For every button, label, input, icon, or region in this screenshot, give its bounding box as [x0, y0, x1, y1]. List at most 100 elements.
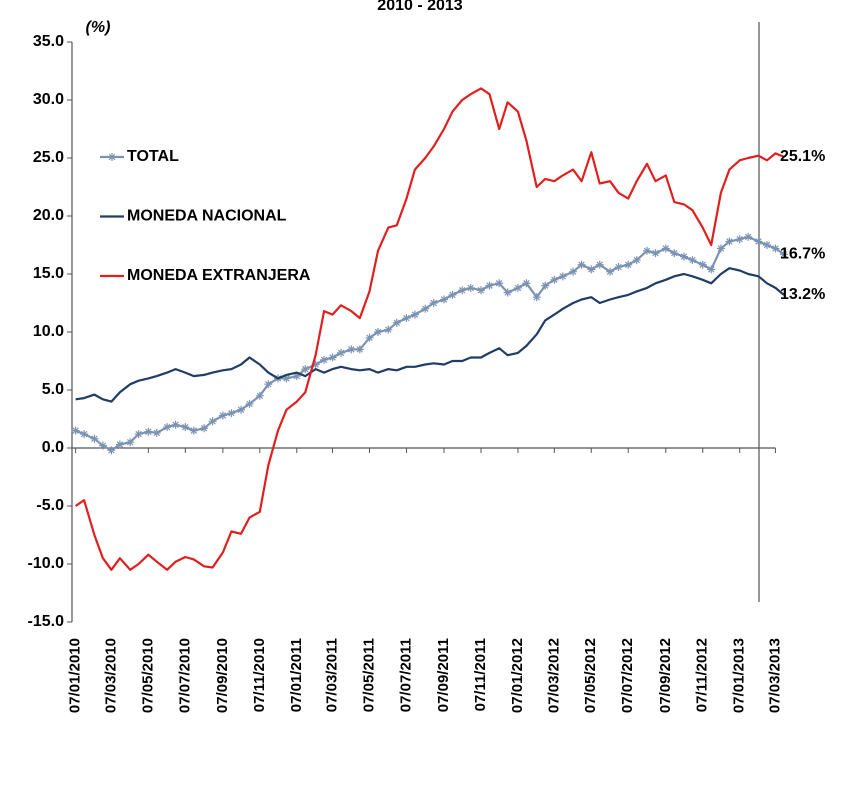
star-marker	[107, 446, 116, 455]
x-tick-label: 07/09/2012	[657, 638, 674, 713]
star-marker	[218, 411, 227, 420]
star-marker	[458, 286, 467, 295]
star-marker	[347, 345, 356, 354]
x-tick-label: 07/03/2012	[545, 638, 562, 713]
y-tick-label: 20.0	[33, 207, 64, 224]
star-marker	[384, 325, 393, 334]
x-tick-label: 07/07/2010	[176, 638, 193, 713]
star-marker	[476, 286, 485, 295]
y-tick-label: 30.0	[33, 91, 64, 108]
star-marker	[707, 265, 716, 274]
star-marker	[513, 283, 522, 292]
star-marker	[679, 252, 688, 261]
star-marker	[144, 427, 153, 436]
x-tick-label: 07/01/2011	[288, 638, 305, 712]
star-marker	[134, 430, 143, 439]
star-marker	[71, 426, 80, 435]
x-tick-label: 07/05/2010	[139, 638, 156, 713]
star-marker	[392, 318, 401, 327]
star-marker	[624, 260, 633, 269]
star-marker	[735, 235, 744, 244]
star-marker	[227, 409, 236, 418]
star-marker	[301, 365, 310, 374]
x-tick-label: 07/11/2012	[694, 638, 711, 712]
star-marker	[522, 279, 531, 288]
x-tick-label: 07/05/2012	[582, 638, 599, 713]
star-marker	[255, 391, 264, 400]
star-marker	[550, 275, 559, 284]
star-marker	[503, 288, 512, 297]
star-marker	[440, 295, 449, 304]
x-tick-label: 07/03/2010	[102, 638, 119, 713]
y-tick-label: -15.0	[28, 613, 65, 630]
star-marker	[670, 249, 679, 258]
y-tick-label: -10.0	[28, 555, 65, 572]
star-marker	[744, 232, 753, 241]
star-marker	[558, 272, 567, 281]
star-marker	[264, 380, 273, 389]
star-marker	[171, 420, 180, 429]
star-marker	[311, 360, 320, 369]
end-label: 25.1%	[780, 148, 825, 165]
star-marker	[237, 405, 246, 414]
star-marker	[282, 374, 291, 383]
x-tick-label: 07/09/2011	[435, 638, 452, 712]
star-marker	[587, 265, 596, 274]
star-marker	[292, 372, 301, 381]
star-marker	[485, 281, 494, 290]
star-marker	[614, 263, 623, 272]
x-tick-label: 07/09/2010	[214, 638, 231, 713]
star-marker	[245, 399, 254, 408]
star-marker	[355, 345, 364, 354]
series-line	[75, 267, 785, 403]
x-tick-label: 07/01/2012	[509, 638, 526, 713]
y-tick-label: 5.0	[42, 381, 64, 398]
star-marker	[410, 310, 419, 319]
star-marker	[716, 244, 725, 253]
star-marker	[595, 260, 604, 269]
x-tick-label: 07/01/2013	[731, 638, 748, 713]
star-marker	[606, 267, 615, 276]
x-tick-label: 07/11/2010	[251, 638, 268, 712]
star-marker	[643, 246, 652, 255]
y-tick-label: 35.0	[33, 33, 64, 50]
star-marker	[495, 279, 504, 288]
star-marker	[779, 250, 788, 259]
star-marker	[651, 249, 660, 258]
star-marker	[771, 244, 780, 253]
series-line	[74, 87, 785, 571]
star-marker	[115, 440, 124, 449]
legend-label: MONEDA EXTRANJERA	[127, 267, 311, 284]
star-marker	[577, 260, 586, 269]
y-tick-label: -5.0	[36, 497, 64, 514]
end-label: 16.7%	[780, 245, 825, 262]
star-marker	[688, 256, 697, 265]
end-label: 13.2%	[780, 286, 825, 303]
x-tick-label: 07/01/2010	[67, 638, 84, 713]
star-marker	[754, 237, 763, 246]
star-marker	[661, 244, 670, 253]
star-marker	[328, 353, 337, 362]
star-marker	[725, 237, 734, 246]
x-tick-label: 07/11/2011	[472, 638, 489, 711]
star-marker	[762, 241, 771, 249]
star-marker	[200, 424, 209, 433]
y-tick-label: 25.0	[33, 149, 64, 166]
chart-title: 2010 - 2013	[377, 0, 463, 14]
star-marker	[152, 428, 161, 437]
star-marker	[541, 281, 550, 290]
star-marker	[80, 430, 89, 439]
star-marker	[163, 423, 172, 432]
y-axis-label: (%)	[86, 19, 111, 36]
star-marker	[466, 283, 475, 292]
star-marker	[98, 441, 107, 450]
star-marker	[429, 299, 438, 307]
x-tick-label: 07/03/2011	[324, 638, 341, 712]
star-marker	[632, 256, 641, 265]
star-marker	[365, 333, 374, 342]
star-marker	[569, 267, 578, 276]
legend-label: MONEDA NACIONAL	[127, 208, 287, 225]
x-tick-label: 07/07/2011	[397, 638, 414, 712]
